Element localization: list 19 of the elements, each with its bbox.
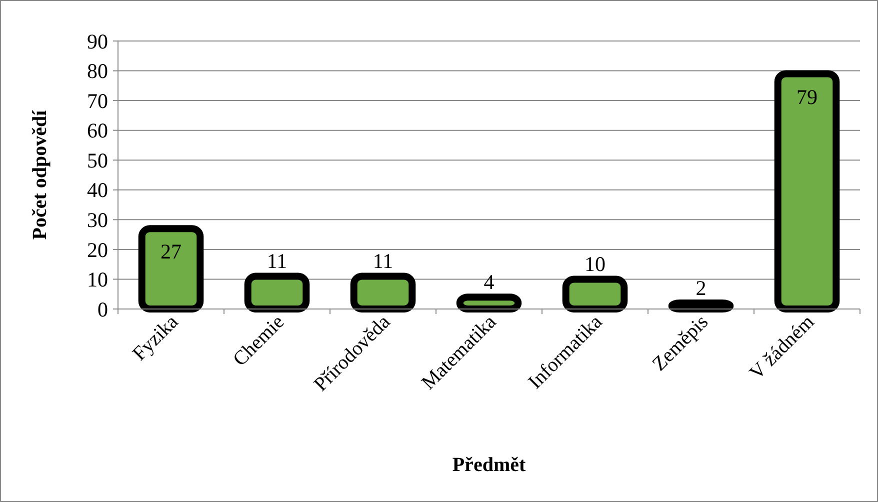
y-tick-label: 70 [87,88,108,113]
y-tick-label: 90 [87,29,108,54]
data-label: 11 [372,249,394,274]
data-label: 11 [266,249,288,274]
data-label: 27 [160,240,182,264]
y-tick-label: 20 [87,238,108,262]
y-tick-label: 10 [87,268,108,292]
y-tick-label: 60 [87,118,108,143]
y-tick-label: 50 [87,148,108,172]
y-tick-label: 0 [98,297,108,322]
y-tick-label: 80 [87,59,108,84]
y-tick-label: 30 [87,208,108,232]
y-axis-title: Počet odpovědí [29,110,51,240]
data-label: 79 [796,84,818,109]
data-label: 2 [696,276,706,300]
y-tick-label: 40 [87,178,108,202]
data-label: 10 [584,252,606,276]
x-axis-title: Předmět [452,454,526,476]
data-label: 4 [484,270,495,294]
